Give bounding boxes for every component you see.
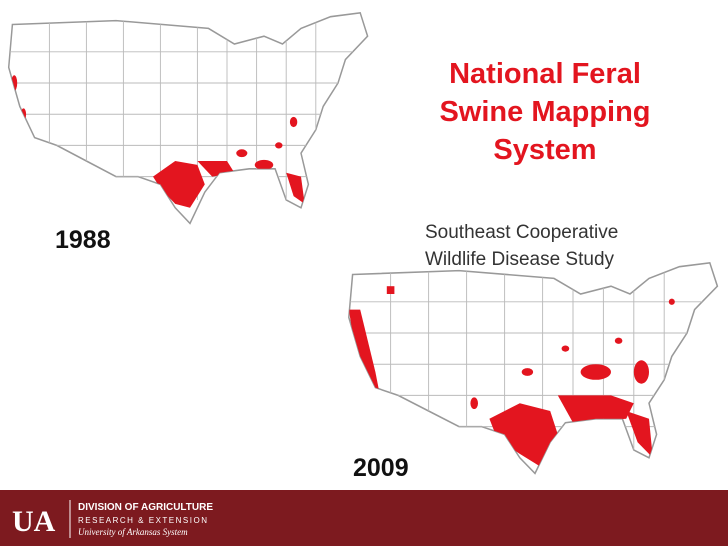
footer-logo: UA	[12, 505, 56, 538]
subtitle-line: Southeast Cooperative	[425, 222, 618, 243]
map-year: 1988	[55, 226, 111, 254]
footer-bar	[0, 490, 728, 546]
map-2009	[346, 260, 720, 476]
title-line: National Feral	[449, 58, 641, 90]
footer-line: University of Arkansas System	[78, 527, 188, 537]
title-line: Swine Mapping	[439, 96, 650, 128]
map-1988	[6, 10, 370, 226]
map-year: 2009	[353, 454, 409, 482]
footer-line: RESEARCH & EXTENSION	[78, 516, 208, 525]
title-line: System	[493, 134, 596, 166]
subtitle-line: Wildlife Disease Study	[425, 249, 615, 270]
footer-line: DIVISION OF AGRICULTURE	[78, 502, 213, 513]
